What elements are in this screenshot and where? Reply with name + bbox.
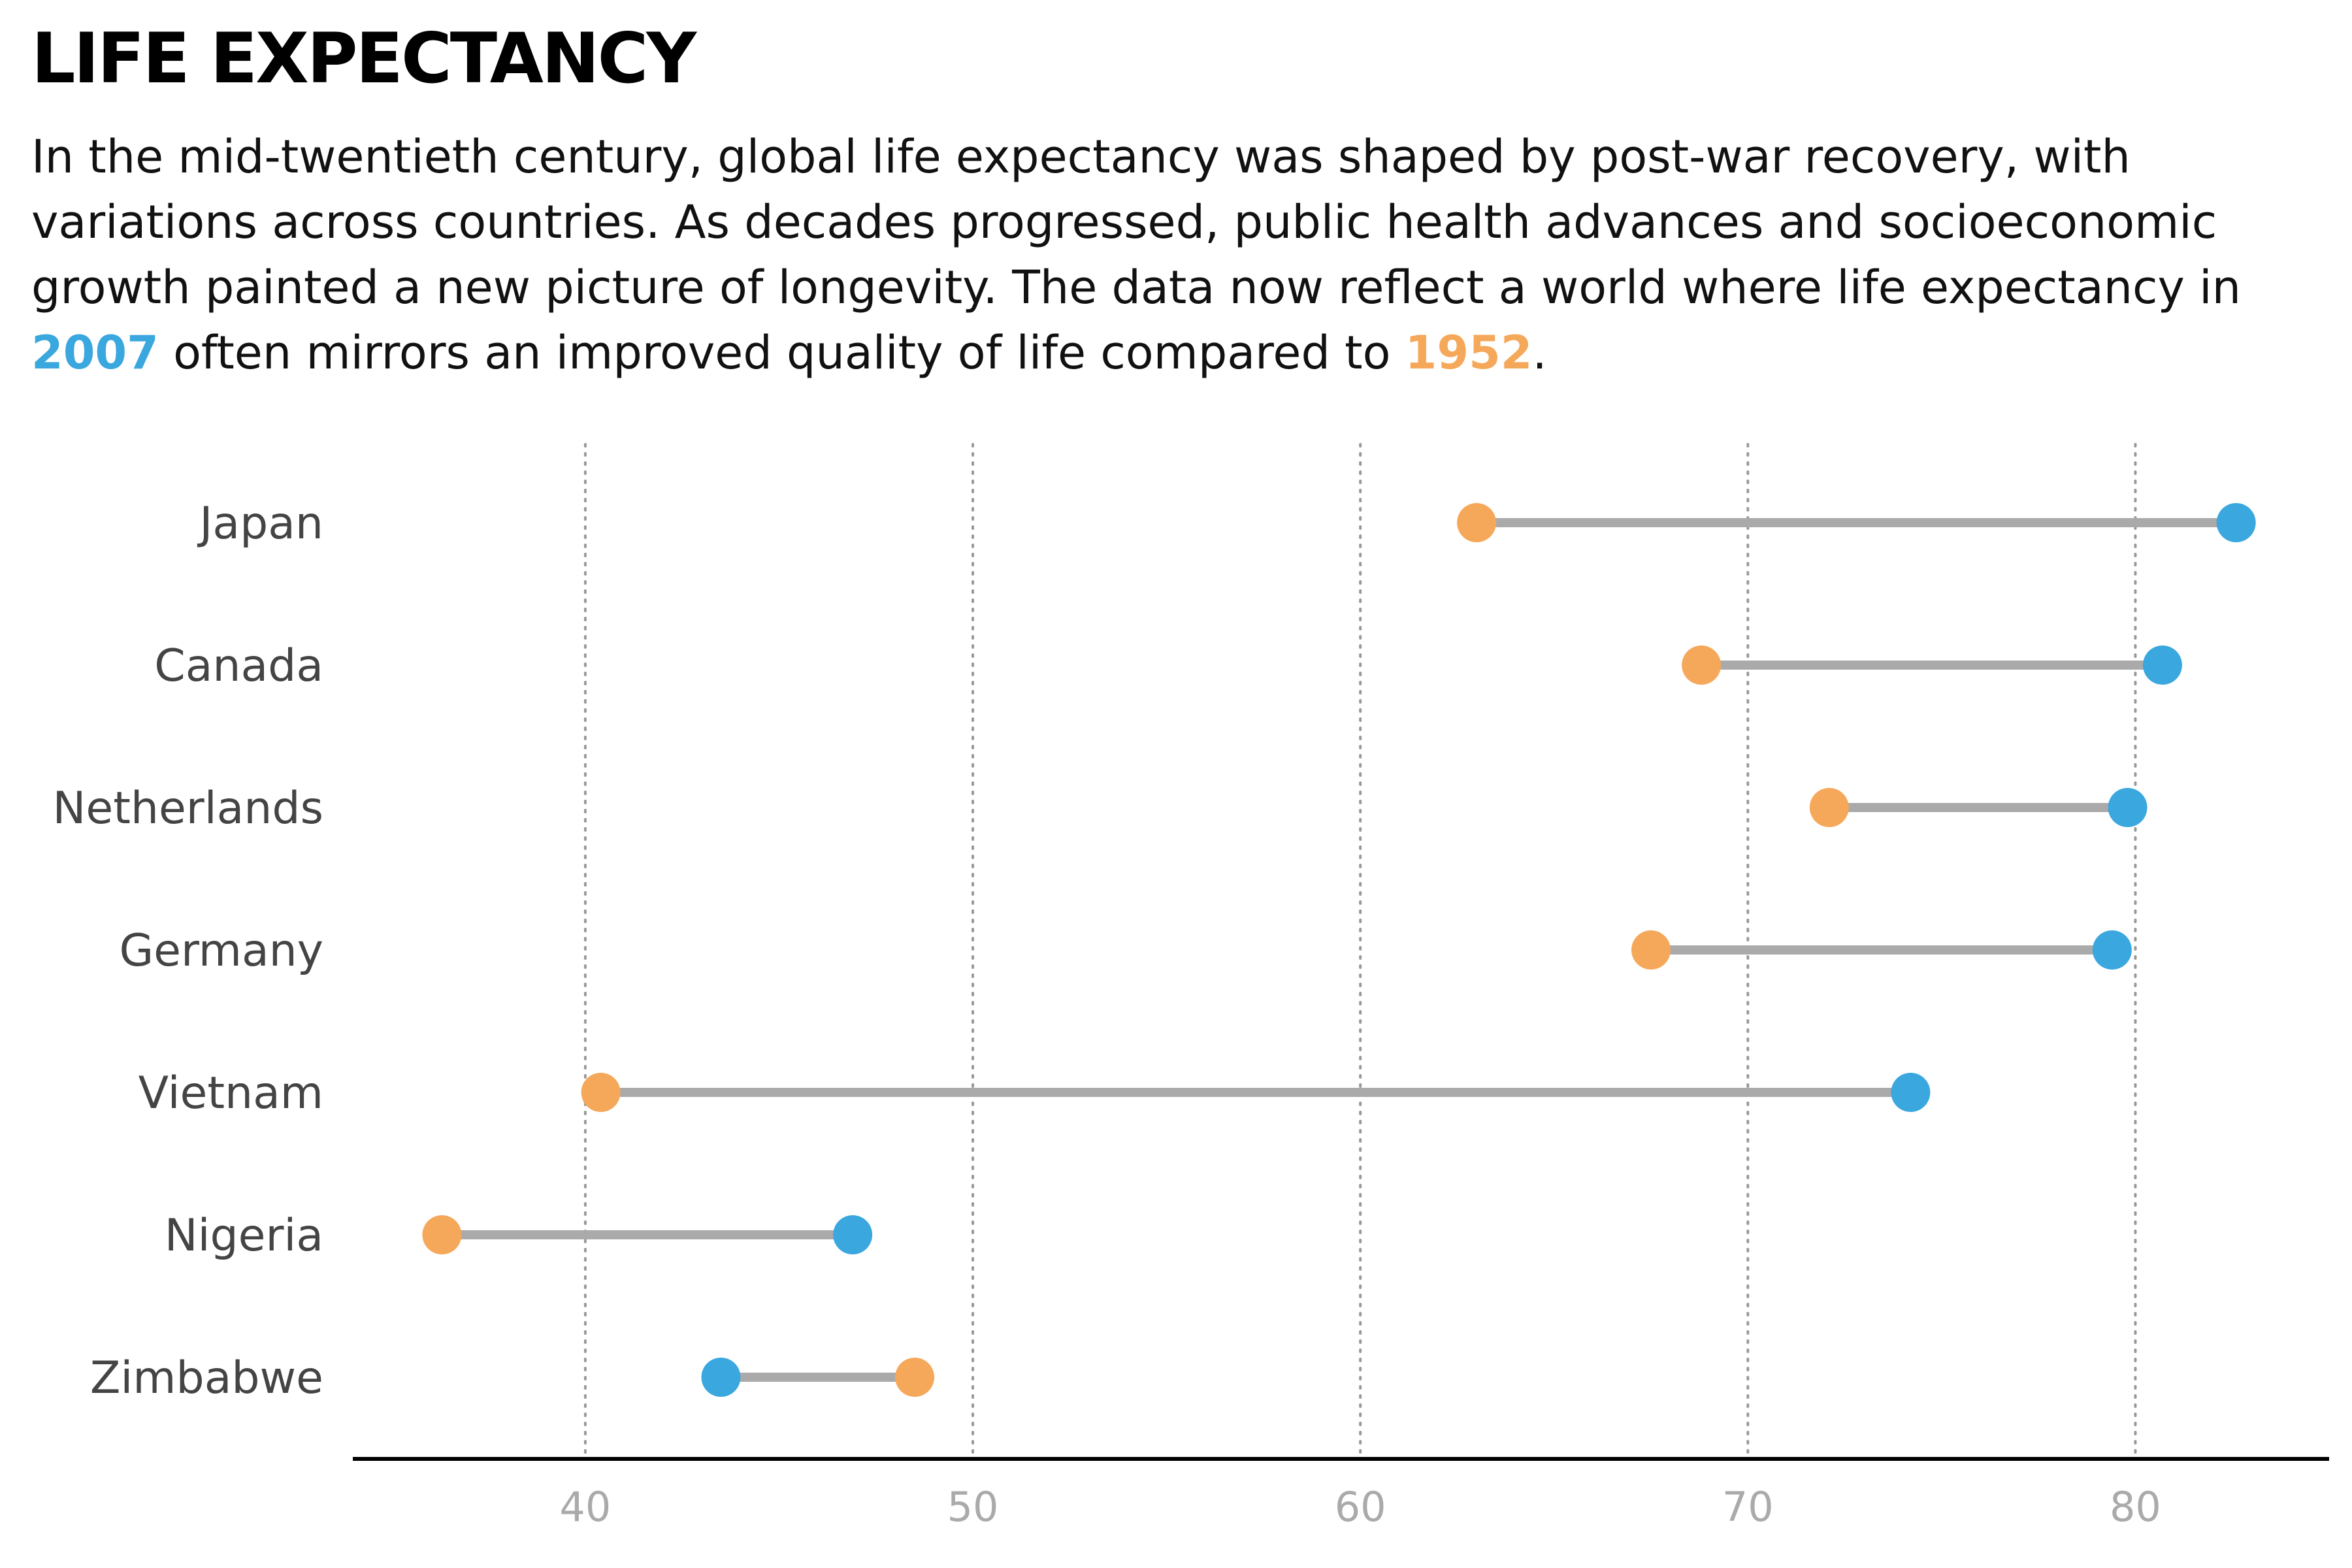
point-1952-canada bbox=[1682, 645, 1722, 685]
tick-label-40: 40 bbox=[559, 1483, 611, 1531]
point-1952-germany bbox=[1631, 930, 1671, 970]
highlight-1952: 1952 bbox=[1405, 326, 1533, 380]
country-label-vietnam: Vietnam bbox=[139, 1068, 323, 1119]
country-label-germany: Germany bbox=[119, 925, 323, 977]
point-2007-japan bbox=[2216, 503, 2256, 542]
tick-label-60: 60 bbox=[1335, 1483, 1386, 1531]
country-label-nigeria: Nigeria bbox=[165, 1210, 323, 1262]
point-1952-netherlands bbox=[1809, 788, 1849, 827]
country-label-zimbabwe: Zimbabwe bbox=[90, 1352, 323, 1404]
dumbbell-marks bbox=[422, 503, 2256, 1397]
tick-label-80: 80 bbox=[2110, 1483, 2161, 1531]
country-label-canada: Canada bbox=[154, 640, 323, 692]
tick-label-50: 50 bbox=[947, 1483, 999, 1531]
description-text-2: often mirrors an improved quality of lif… bbox=[158, 326, 1405, 380]
point-1952-japan bbox=[1457, 503, 1497, 542]
point-2007-vietnam bbox=[1891, 1073, 1931, 1112]
point-1952-zimbabwe bbox=[895, 1358, 935, 1397]
chart-description: In the mid-twentieth century, global lif… bbox=[31, 124, 2318, 385]
point-2007-nigeria bbox=[833, 1215, 873, 1254]
point-2007-zimbabwe bbox=[701, 1358, 741, 1397]
tick-label-70: 70 bbox=[1722, 1483, 1774, 1531]
description-text-1: In the mid-twentieth century, global lif… bbox=[31, 130, 2241, 314]
point-2007-canada bbox=[2142, 645, 2182, 685]
point-2007-germany bbox=[2092, 930, 2132, 970]
chart-title: LIFE EXPECTANCY bbox=[31, 18, 696, 99]
country-labels: Japan Canada Netherlands Germany Vietnam Nige… bbox=[52, 498, 323, 1404]
point-2007-netherlands bbox=[2108, 788, 2148, 827]
description-text-3: . bbox=[1532, 326, 1547, 380]
country-label-netherlands: Netherlands bbox=[52, 783, 323, 834]
x-axis: 40 50 60 70 80 bbox=[353, 1457, 2329, 1531]
point-1952-vietnam bbox=[581, 1073, 621, 1112]
point-1952-nigeria bbox=[422, 1215, 462, 1254]
country-label-japan: Japan bbox=[197, 498, 323, 549]
highlight-2007: 2007 bbox=[31, 326, 159, 380]
